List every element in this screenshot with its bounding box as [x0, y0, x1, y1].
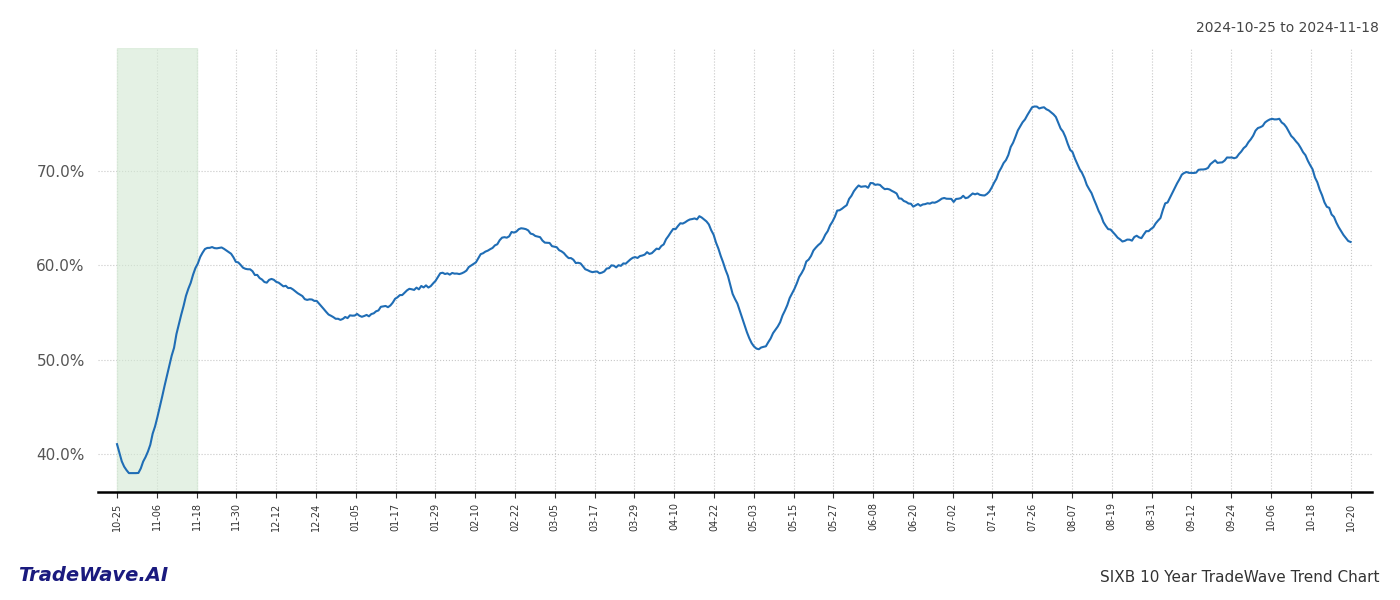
Bar: [118, 48, 196, 492]
Text: 2024-10-25 to 2024-11-18: 2024-10-25 to 2024-11-18: [1196, 21, 1379, 35]
Text: TradeWave.AI: TradeWave.AI: [18, 566, 168, 585]
Text: SIXB 10 Year TradeWave Trend Chart: SIXB 10 Year TradeWave Trend Chart: [1099, 570, 1379, 585]
